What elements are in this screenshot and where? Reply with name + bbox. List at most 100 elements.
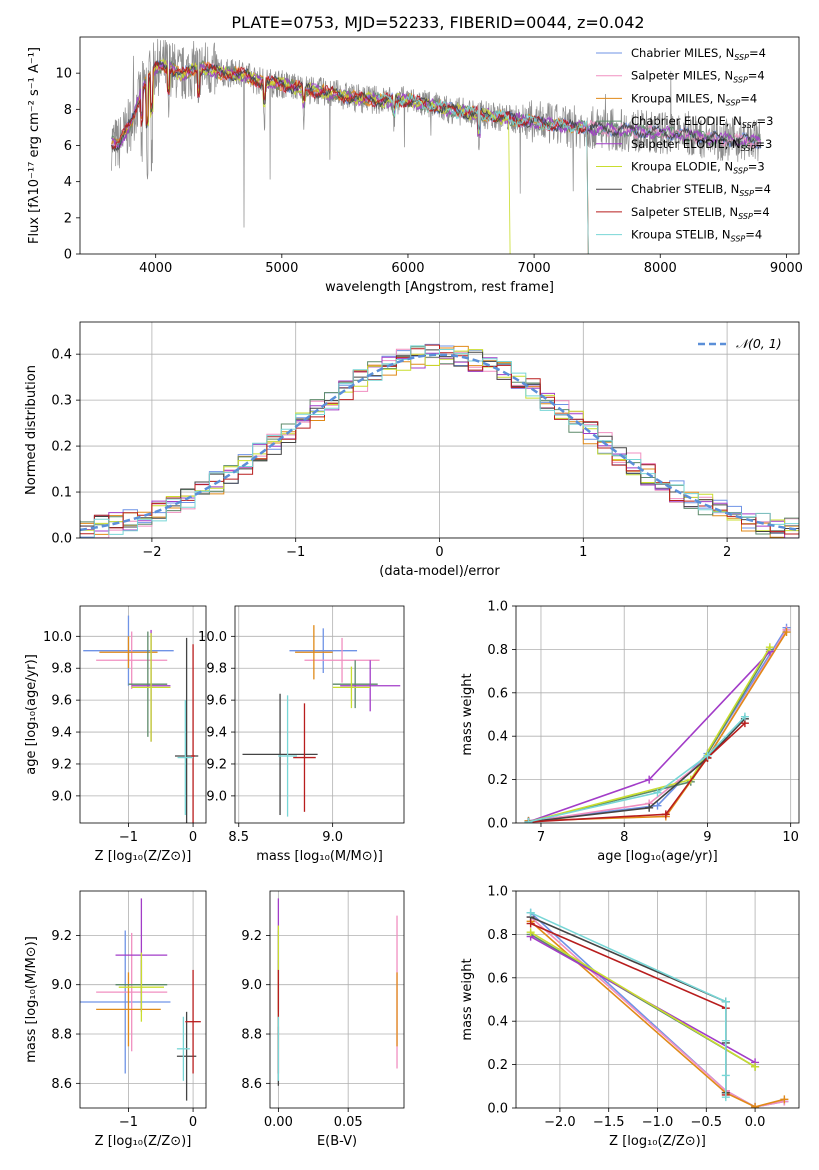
- plot-area: [80, 891, 206, 1108]
- axes-frame: [79, 605, 207, 824]
- residuals-legend: 𝒩(0, 1): [698, 336, 782, 351]
- plot-area: [80, 606, 206, 823]
- legend-label: Salpeter STELIB, NSSP=4: [631, 205, 770, 221]
- panel-residuals: −2 −1 0 1 2 0.0 0.1 0.2 0.3 0.4 (data-model)/error…: [24, 321, 800, 579]
- plot-area: [516, 606, 799, 823]
- legend-label: Chabrier MILES, NSSP=4: [631, 46, 766, 62]
- x-axis-label: (data-model)/error: [379, 564, 500, 579]
- y-tick-label: 9.4: [51, 726, 72, 741]
- y-tick-label: 8: [64, 103, 72, 118]
- y-tick-label: 8.8: [51, 1028, 72, 1043]
- y-axis-label: age [log₁₀(age/yr)]: [24, 654, 39, 775]
- axes-frame: [234, 605, 405, 824]
- axes-frame: [79, 36, 800, 255]
- legend-suffix: =3: [755, 137, 772, 151]
- x-tick-label: −2.0: [544, 1115, 576, 1130]
- legend-label: Salpeter MILES, NSSP=4: [631, 69, 765, 85]
- x-tick-label: 1: [579, 545, 587, 560]
- legend-sub: SSP: [734, 53, 749, 62]
- x-tick-label: −1.5: [593, 1115, 625, 1130]
- legend-sub: SSP: [742, 121, 757, 130]
- x-tick-label: −2: [142, 545, 161, 560]
- x-tick-label: −1: [119, 1115, 138, 1130]
- y-axis-label: Flux [fλ10⁻¹⁷ erg cm⁻² s⁻¹ A⁻¹]: [27, 47, 42, 244]
- x-tick-label: 0: [189, 1115, 197, 1130]
- y-tick-label: 9.0: [241, 978, 262, 993]
- legend-suffix: =4: [749, 46, 766, 60]
- legend-sub: SSP: [726, 98, 741, 107]
- y-tick-label: 10.0: [198, 630, 227, 645]
- axes-frame: [515, 890, 800, 1109]
- panel-age_vs_Z: −1 0 9.0 9.2 9.4 9.6 9.8 10.0 Z [log₁₀(Z/Z⊙)] age…: [24, 605, 207, 864]
- normal-curve: [80, 353, 799, 532]
- x-tick-label: −1.0: [642, 1115, 674, 1130]
- x-tick-label: 7: [537, 830, 545, 845]
- panel-mass_vs_ebv: 0.00 0.05 8.6 8.8 9.0 9.2 E(B-V): [241, 890, 405, 1149]
- y-tick-label: 0.4: [487, 1015, 508, 1030]
- y-tick-label: 0.1: [51, 486, 72, 501]
- legend-label: Chabrier STELIB, NSSP=4: [631, 182, 771, 198]
- y-tick-label: 9.2: [241, 929, 262, 944]
- y-tick-label: 9.0: [206, 789, 227, 804]
- y-tick-label: 9.8: [51, 662, 72, 677]
- series-marker: [703, 751, 712, 760]
- series-marker: [751, 1062, 760, 1071]
- x-axis-label: age [log₁₀(age/yr)]: [597, 849, 718, 864]
- panel-mass_weight_vs_Z: −2.0 −1.5 −1.0 −0.5 0.0 0.0 0.2 0.4 0.6 0.8 1.0 Z […: [460, 885, 800, 1149]
- model-spectrum-kroupa-stelib: [377, 92, 589, 254]
- x-tick-label: 9.0: [322, 830, 343, 845]
- x-tick-label: 9: [703, 830, 711, 845]
- y-tick-label: 0.0: [487, 817, 508, 832]
- series-line-7: [528, 722, 746, 823]
- model-spectrum-salpeter-stelib: [111, 61, 589, 254]
- series-line-1: [530, 916, 785, 1108]
- y-tick-label: 0.8: [487, 643, 508, 658]
- y-tick-label: 0.4: [487, 730, 508, 745]
- legend-label: Kroupa STELIB, NSSP=4: [631, 228, 762, 244]
- y-tick-label: 0.3: [51, 394, 72, 409]
- axes-frame: [79, 321, 800, 539]
- legend-label: Chabrier ELODIE, NSSP=3: [631, 114, 773, 130]
- series-marker: [721, 997, 730, 1006]
- legend-name: Chabrier MILES, N: [631, 46, 734, 60]
- legend-sub: SSP: [733, 167, 748, 176]
- axes-frame: [269, 890, 405, 1109]
- y-tick-label: 9.6: [51, 694, 72, 709]
- series-marker: [645, 803, 654, 812]
- y-tick-label: 0: [64, 248, 72, 263]
- series-marker: [526, 908, 535, 917]
- y-tick-label: 4: [64, 175, 72, 190]
- series-marker: [526, 919, 535, 928]
- legend-sub: SSP: [733, 76, 748, 85]
- x-tick-label: 8: [620, 830, 628, 845]
- y-tick-label: 6: [64, 139, 72, 154]
- legend-suffix: =4: [745, 228, 762, 242]
- x-tick-label: 8000: [644, 261, 677, 276]
- x-tick-label: 0: [189, 830, 197, 845]
- panel-mass_vs_Z: −1 0 8.6 8.8 9.0 9.2 Z [log₁₀(Z/Z⊙)] mass [log₁…: [24, 890, 207, 1149]
- plot-area: [80, 322, 799, 538]
- series-marker: [780, 1095, 789, 1104]
- series-line-4: [528, 651, 771, 823]
- legend-name: Salpeter MILES, N: [631, 69, 733, 83]
- panel-age_vs_mass: 8.5 9.0 9.0 9.2 9.4 9.6 9.8 10.0 mass [log₁₀(M/M…: [198, 605, 405, 864]
- series-marker: [740, 712, 749, 721]
- x-tick-label: 6000: [391, 261, 424, 276]
- y-tick-label: 1.0: [487, 885, 508, 900]
- y-tick-label: 0.2: [51, 440, 72, 455]
- series-marker: [524, 817, 533, 823]
- x-tick-label: 0.00: [264, 1115, 293, 1130]
- y-tick-label: 0.8: [487, 928, 508, 943]
- axes-frame: [79, 890, 207, 1109]
- x-tick-label: −0.5: [691, 1115, 723, 1130]
- legend-sub: SSP: [738, 212, 753, 221]
- legend-sub: SSP: [739, 189, 754, 198]
- y-tick-label: 1.0: [487, 600, 508, 615]
- legend-suffix: =4: [753, 205, 770, 219]
- y-tick-label: 9.2: [51, 929, 72, 944]
- x-axis-label: Z [log₁₀(Z/Z⊙)]: [609, 1134, 706, 1149]
- y-axis-label: mass weight: [460, 673, 475, 755]
- x-axis-label: wavelength [Angstrom, rest frame]: [325, 280, 554, 295]
- series-line-5: [530, 931, 756, 1068]
